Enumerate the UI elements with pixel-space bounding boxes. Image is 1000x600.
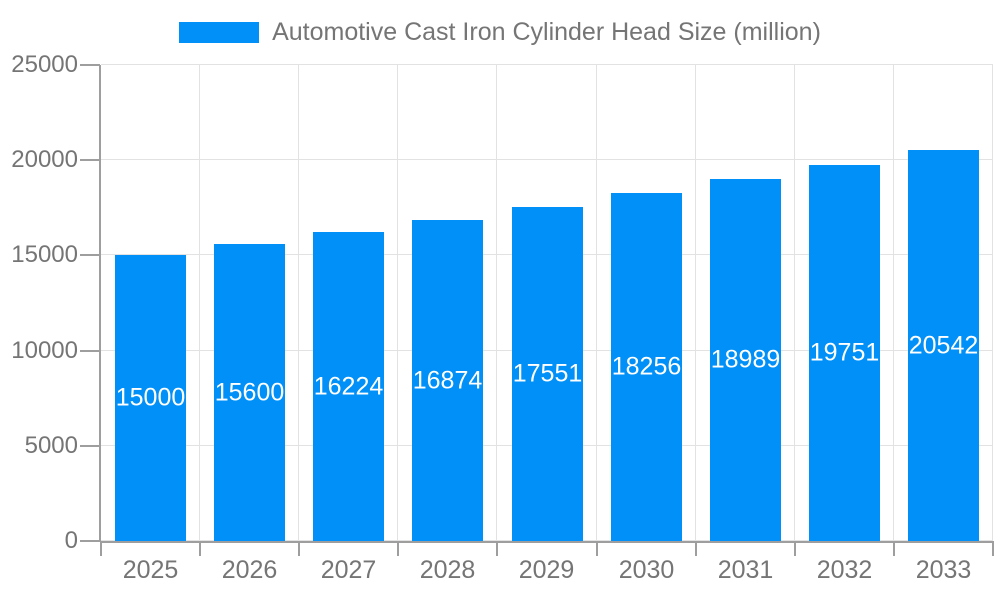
y-axis-label: 10000 [11,337,78,364]
y-axis-tick [80,350,100,352]
y-axis-tick [80,64,100,66]
bar-value-label: 20542 [908,331,979,359]
x-axis-line [101,541,993,543]
v-gridline [596,65,597,541]
x-axis-tick [695,541,697,556]
x-axis-label: 2033 [915,556,972,584]
legend-label: Automotive Cast Iron Cylinder Head Size … [272,17,821,46]
x-axis-label: 2029 [518,556,575,584]
v-gridline [794,65,795,541]
h-gridline [101,64,993,65]
v-gridline [397,65,398,541]
y-axis-label: 0 [64,527,78,554]
h-gridline [101,159,993,160]
bar: 16224 [313,232,384,541]
y-axis-label: 25000 [11,51,78,78]
bar: 18256 [611,193,682,541]
y-axis-label: 15000 [11,241,78,268]
v-gridline [199,65,200,541]
y-axis-tick [80,254,100,256]
x-axis-label: 2031 [717,556,774,584]
bar-value-label: 15600 [214,378,285,406]
bar-value-label: 19751 [809,338,880,367]
x-axis-label: 2026 [221,556,278,584]
bar: 16874 [412,220,483,541]
bar: 17551 [512,207,583,541]
y-axis-tick [80,540,100,542]
x-axis-tick [199,541,201,556]
x-axis-label: 2028 [419,556,476,584]
bar-value-label: 15000 [115,383,186,412]
v-gridline [992,65,993,541]
bar: 15600 [214,244,285,541]
x-axis-tick [596,541,598,556]
bar-value-label: 16224 [313,372,384,400]
x-axis-tick [893,541,895,556]
bar-value-label: 16874 [412,366,483,394]
x-axis-label: 2027 [320,556,377,584]
x-axis-label: 2025 [122,556,179,584]
y-axis-line [99,65,101,541]
v-gridline [695,65,696,541]
x-axis-tick [100,541,102,556]
plot-area: 15000 15600 16224 16874 17551 18256 18989 19751… [80,64,994,556]
y-axis-label: 5000 [24,432,78,459]
x-axis-tick [794,541,796,556]
bar-value-label: 18256 [611,352,682,381]
v-gridline [893,65,894,541]
bar: 15000 [115,255,186,541]
x-axis-tick [298,541,300,556]
bar: 20542 [908,150,979,541]
legend-swatch [179,21,260,43]
bar: 18989 [710,179,781,541]
x-axis-tick [397,541,399,556]
x-axis-label: 2032 [816,556,873,584]
legend[interactable]: Automotive Cast Iron Cylinder Head Size … [0,17,1000,46]
y-axis-label: 20000 [11,146,78,173]
bar-value-label: 17551 [512,359,583,388]
x-axis-tick [496,541,498,556]
bar-value-label: 18989 [710,345,781,374]
bar: 19751 [809,165,880,541]
x-axis-label: 2030 [618,556,675,584]
y-axis-tick [80,159,100,161]
v-gridline [496,65,497,541]
x-axis-tick [992,541,994,556]
v-gridline [298,65,299,541]
y-axis-tick [80,445,100,447]
